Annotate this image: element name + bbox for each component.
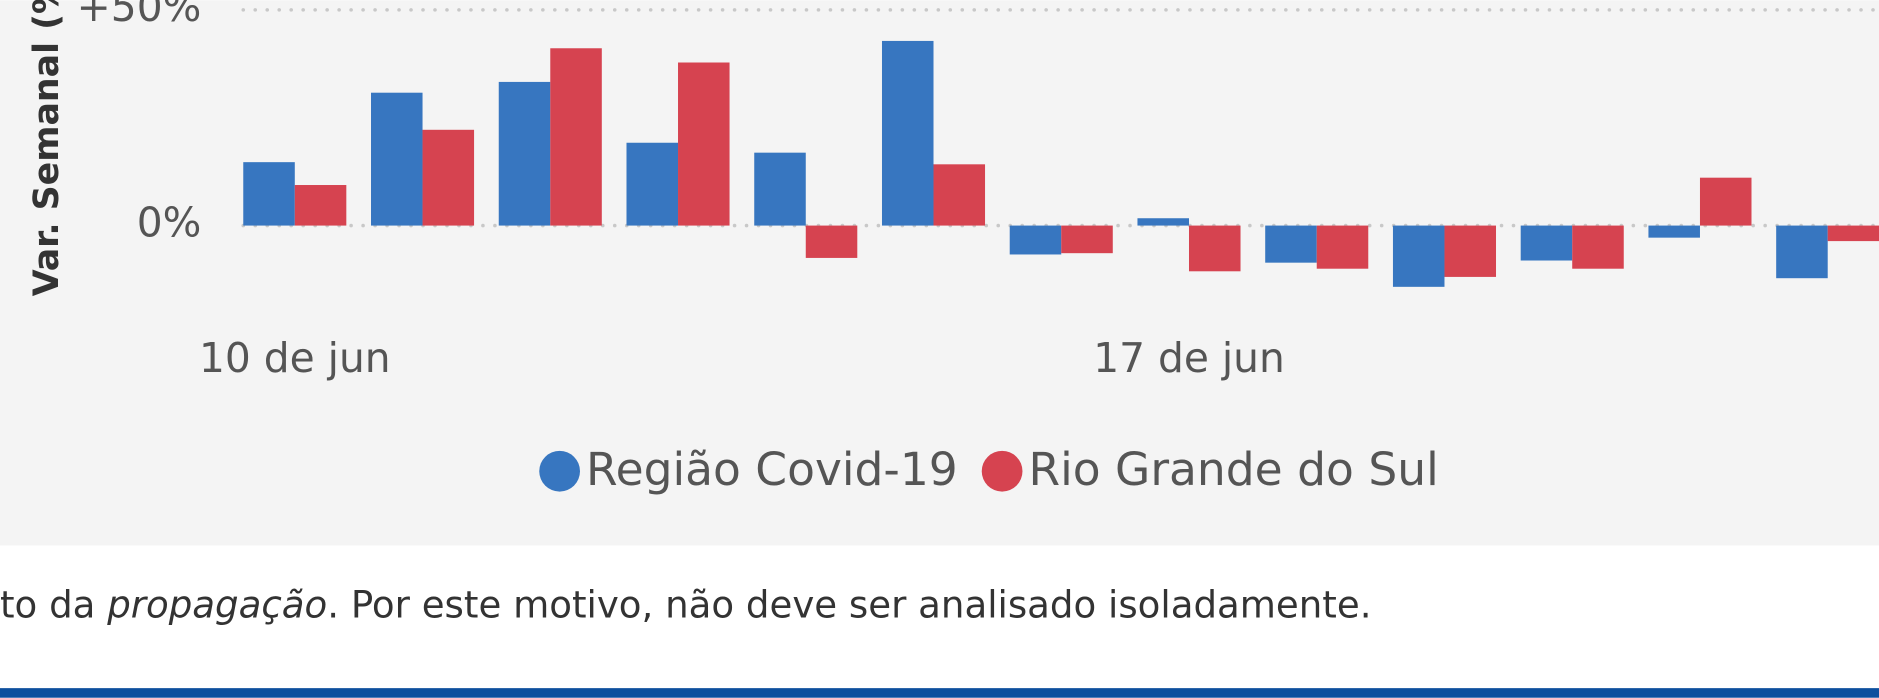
caption: to da propagação. Por este motivo, não d… <box>0 583 1372 626</box>
bar <box>1188 225 1241 272</box>
bar <box>754 152 806 226</box>
bar <box>1648 225 1700 238</box>
bar <box>1061 225 1113 254</box>
legend-label: Região Covid-19 <box>586 443 958 496</box>
y-tick-label: +50% <box>77 0 202 31</box>
bar <box>1572 225 1624 269</box>
caption-text: . Por este motivo, não deve ser analisad… <box>327 583 1371 626</box>
bar <box>1827 225 1879 242</box>
caption-text: to da <box>0 583 107 626</box>
bar <box>1520 225 1573 261</box>
bar <box>1699 177 1752 226</box>
bar <box>294 185 347 226</box>
bar <box>1316 225 1369 269</box>
bar <box>1265 225 1317 263</box>
bar <box>805 225 858 258</box>
legend-label: Rio Grande do Sul <box>1028 443 1438 496</box>
y-axis-label: Var. Semanal (%) <box>27 0 67 296</box>
bar <box>243 162 295 226</box>
bar <box>1137 218 1189 226</box>
bar <box>1444 225 1497 277</box>
bar <box>550 48 602 226</box>
x-tick-label: 10 de jun <box>199 334 391 382</box>
legend-marker <box>981 450 1023 492</box>
footer-bar <box>0 688 1879 698</box>
bar <box>881 40 934 226</box>
caption-italic: propagação <box>106 583 327 626</box>
chart-background <box>0 0 1879 546</box>
bar <box>422 129 475 226</box>
bar <box>371 92 423 226</box>
bar <box>1392 225 1445 287</box>
x-tick-label: 17 de jun <box>1093 334 1285 382</box>
bar <box>626 142 679 226</box>
bar <box>498 81 551 226</box>
bar <box>1776 225 1828 279</box>
bar <box>1009 225 1062 255</box>
legend-marker <box>539 450 580 492</box>
bar <box>678 62 730 226</box>
y-tick-label: 0% <box>137 199 202 247</box>
bar <box>933 164 986 226</box>
